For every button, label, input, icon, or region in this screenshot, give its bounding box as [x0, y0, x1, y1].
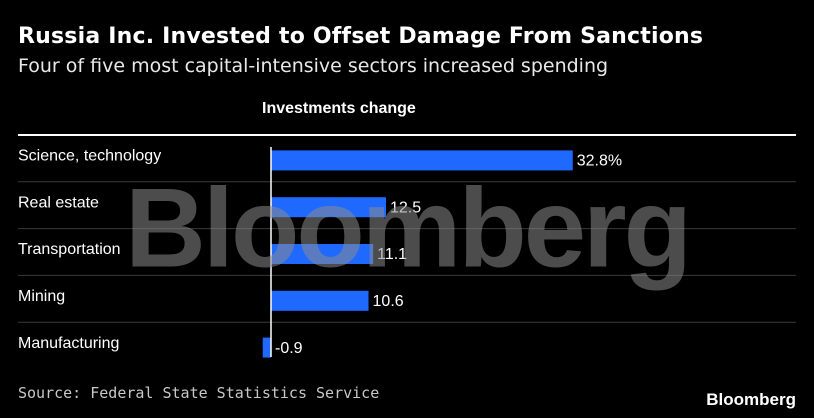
category-label: Mining — [18, 288, 65, 305]
value-label: 32.8% — [577, 153, 622, 170]
bar — [262, 337, 271, 358]
chart-subtitle: Four of five most capital-intensive sect… — [18, 55, 609, 77]
source-note: Source: Federal State Statistics Service — [18, 384, 380, 402]
bar — [271, 290, 369, 311]
bloomberg-watermark: Bloomberg — [125, 166, 689, 291]
category-label: Real estate — [18, 194, 99, 211]
bar — [271, 197, 386, 218]
value-label: 12.5 — [390, 199, 421, 216]
chart-title: Russia Inc. Invested to Offset Damage Fr… — [18, 24, 704, 49]
category-label: Manufacturing — [18, 335, 119, 352]
bloomberg-logo: Bloomberg — [706, 390, 796, 409]
value-label: -0.9 — [275, 340, 303, 357]
bar — [271, 150, 573, 171]
category-label: Transportation — [18, 241, 121, 258]
category-label: Science, technology — [18, 148, 161, 165]
value-label: 11.1 — [377, 246, 407, 263]
column-header: Investments change — [262, 100, 416, 117]
value-label: 10.6 — [373, 293, 404, 310]
bar — [271, 244, 374, 264]
